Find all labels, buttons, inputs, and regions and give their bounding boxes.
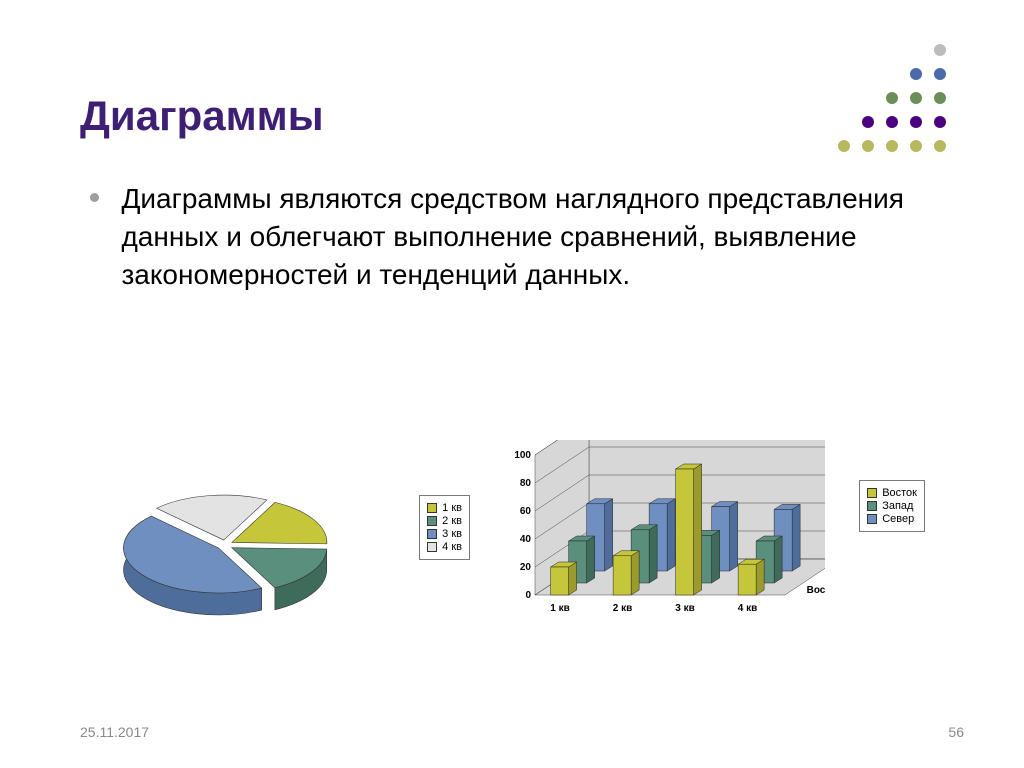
legend-item: Восток [867, 487, 917, 499]
bullet-icon [90, 193, 99, 202]
legend-label: Запад [882, 500, 913, 512]
svg-text:60: 60 [520, 506, 532, 517]
legend-label: Восток [882, 487, 917, 499]
bar-chart-svg: 0 20 40 60 80 100 1 кв 2 кв 3 кв 4 кв Восток [495, 440, 825, 640]
svg-text:1 кв: 1 кв [550, 603, 570, 614]
legend-item: 4 кв [427, 541, 462, 553]
svg-text:40: 40 [520, 534, 532, 545]
pie-legend: 1 кв2 кв3 кв4 кв [419, 495, 470, 560]
legend-label: 2 кв [442, 515, 462, 527]
dot-decoration [834, 40, 974, 180]
legend-item: 3 кв [427, 528, 462, 540]
legend-swatch [427, 516, 437, 526]
svg-text:2 кв: 2 кв [613, 603, 633, 614]
legend-label: 4 кв [442, 541, 462, 553]
svg-text:0: 0 [525, 590, 531, 601]
pie-chart-svg [90, 465, 370, 635]
legend-label: Север [882, 513, 914, 525]
slide-title: Диаграммы [80, 92, 324, 140]
legend-item: Запад [867, 500, 917, 512]
legend-swatch [427, 542, 437, 552]
svg-text:4 кв: 4 кв [738, 603, 758, 614]
svg-text:3 кв: 3 кв [675, 603, 695, 614]
legend-item: 2 кв [427, 515, 462, 527]
svg-text:100: 100 [514, 450, 531, 461]
legend-swatch [867, 514, 877, 524]
legend-label: 1 кв [442, 502, 462, 514]
legend-item: Север [867, 513, 917, 525]
bar-chart: 0 20 40 60 80 100 1 кв 2 кв 3 кв 4 кв Восток Восто… [495, 440, 925, 640]
svg-text:20: 20 [520, 562, 532, 573]
legend-item: 1 кв [427, 502, 462, 514]
legend-swatch [867, 501, 877, 511]
legend-swatch [867, 488, 877, 498]
bullet-block: Диаграммы являются средством наглядного … [90, 180, 940, 293]
pie-chart: 1 кв2 кв3 кв4 кв [90, 465, 470, 635]
bullet-text: Диаграммы являются средством наглядного … [121, 180, 911, 293]
legend-swatch [427, 503, 437, 513]
bar-legend: ВостокЗападСевер [859, 480, 925, 532]
footer-date: 25.11.2017 [80, 724, 149, 740]
svg-text:80: 80 [520, 478, 532, 489]
footer-page-number: 56 [948, 724, 964, 740]
svg-text:Восток: Восток [807, 585, 825, 596]
legend-swatch [427, 529, 437, 539]
legend-label: 3 кв [442, 528, 462, 540]
